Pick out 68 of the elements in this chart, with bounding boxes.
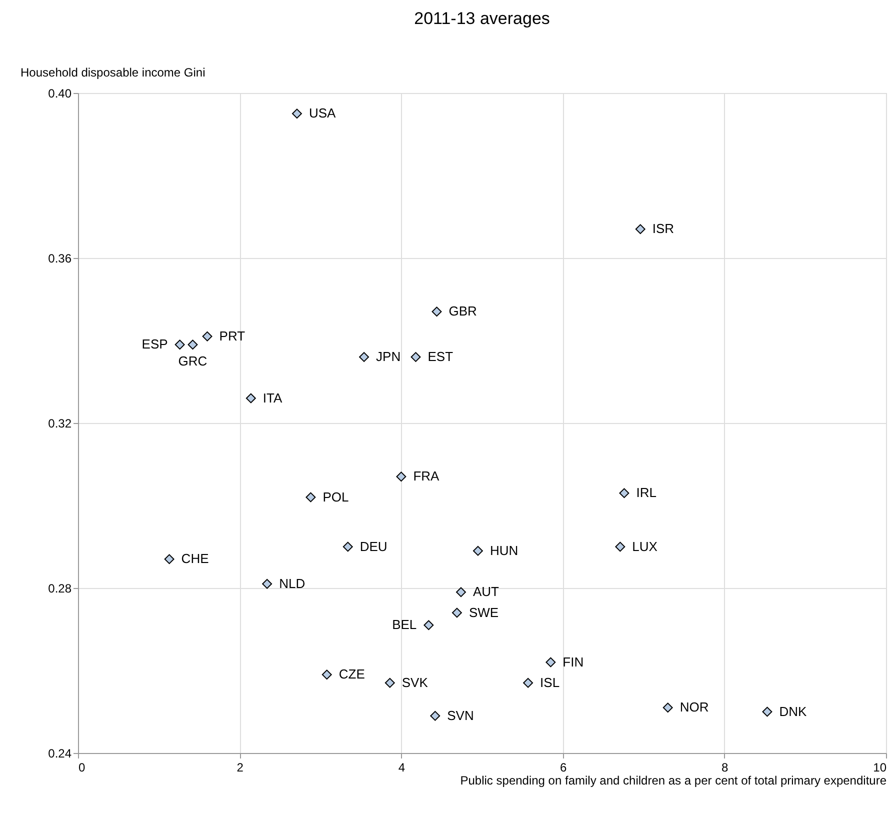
annotation: POL <box>322 489 349 504</box>
point <box>546 657 556 668</box>
annotation: SVN <box>447 708 474 723</box>
x-tick-label: 2 <box>236 760 244 774</box>
point <box>430 710 440 721</box>
x-tick-label: 4 <box>398 760 406 774</box>
annotation: FIN <box>562 654 584 670</box>
annotation: ISR <box>652 221 674 236</box>
point <box>359 352 370 362</box>
point <box>174 340 185 350</box>
x-axis-title: Public spending on family and children as a per cent of total primary expenditure <box>460 774 887 788</box>
point <box>202 331 212 342</box>
annotation: GBR <box>448 304 477 319</box>
annotation: GRC <box>178 354 208 369</box>
annotation: AUT <box>472 584 500 600</box>
y-axis-title: Household disposable income Gini <box>20 66 206 80</box>
annotation: LUX <box>632 538 658 554</box>
point <box>306 492 316 502</box>
annotation: CHE <box>181 551 210 566</box>
annotation: NOR <box>680 700 709 715</box>
x-tick-label: 10 <box>873 760 887 774</box>
annotation: SVK <box>402 674 428 690</box>
annotation: PRT <box>219 328 246 344</box>
point <box>246 393 256 404</box>
point <box>619 488 630 498</box>
annotation: SWE <box>468 604 499 620</box>
annotation: FRA <box>413 468 440 484</box>
x-tick-label: 0 <box>78 760 86 774</box>
point <box>452 608 462 618</box>
point <box>762 706 772 717</box>
point <box>635 224 646 234</box>
annotation: DEU <box>360 538 388 554</box>
point <box>322 670 332 680</box>
y-tick-label: 0.40 <box>48 86 72 100</box>
point <box>472 546 483 556</box>
annotation: BEL <box>392 617 417 632</box>
point <box>615 542 626 552</box>
point <box>384 678 395 688</box>
y-tick-label: 0.32 <box>48 416 72 430</box>
annotation: USA <box>308 106 336 121</box>
annotation: ESP <box>142 336 168 352</box>
annotation: NLD <box>279 576 306 591</box>
chart-title: 2011-13 averages <box>414 9 550 28</box>
annotation: ITA <box>262 390 282 406</box>
point <box>432 306 442 317</box>
point <box>456 587 466 598</box>
x-tick-label: 6 <box>560 760 567 774</box>
point <box>164 554 174 564</box>
point <box>292 108 302 119</box>
annotation: EST <box>428 349 454 364</box>
y-tick-label: 0.28 <box>48 582 72 596</box>
annotation: ISL <box>540 674 560 690</box>
annotation: JPN <box>376 349 401 364</box>
point <box>410 352 421 362</box>
annotation: IRL <box>636 485 656 500</box>
annotation: CZE <box>338 666 366 682</box>
annotation: HUN <box>490 542 518 558</box>
point <box>262 578 272 589</box>
y-tick-label: 0.24 <box>48 746 72 760</box>
point <box>424 620 434 630</box>
point <box>342 542 353 552</box>
y-tick-label: 0.36 <box>48 252 72 266</box>
point <box>662 702 673 713</box>
point <box>188 340 198 350</box>
annotation: DNK <box>779 704 807 719</box>
point <box>523 678 534 688</box>
point <box>396 472 406 482</box>
x-tick-label: 8 <box>722 760 729 774</box>
